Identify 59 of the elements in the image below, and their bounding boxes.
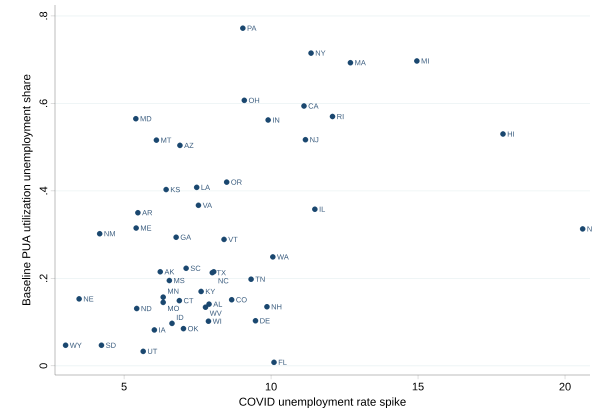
point bbox=[221, 236, 227, 242]
point bbox=[152, 327, 158, 333]
point bbox=[202, 304, 208, 310]
y-tick-label: .6 bbox=[39, 99, 48, 107]
point bbox=[166, 278, 172, 284]
point bbox=[240, 25, 246, 31]
point bbox=[264, 304, 270, 310]
point bbox=[133, 116, 139, 122]
point bbox=[312, 206, 318, 212]
point bbox=[160, 300, 166, 306]
point bbox=[140, 348, 146, 354]
point bbox=[330, 114, 336, 120]
point bbox=[135, 210, 141, 216]
point bbox=[98, 342, 104, 348]
point bbox=[173, 234, 179, 240]
point bbox=[157, 268, 164, 275]
point bbox=[228, 296, 234, 303]
point bbox=[163, 186, 169, 192]
point bbox=[206, 318, 212, 324]
point bbox=[177, 142, 183, 148]
point bbox=[580, 226, 586, 232]
point bbox=[302, 136, 308, 142]
point bbox=[248, 276, 254, 282]
point bbox=[180, 326, 186, 332]
point bbox=[62, 342, 68, 348]
x-tick-label: 5 bbox=[121, 382, 127, 390]
point bbox=[76, 296, 82, 302]
point bbox=[196, 202, 202, 208]
point bbox=[160, 294, 166, 300]
point bbox=[271, 360, 277, 366]
point bbox=[265, 117, 271, 123]
point bbox=[134, 306, 140, 312]
point bbox=[198, 288, 204, 294]
point bbox=[308, 50, 314, 56]
point bbox=[224, 179, 230, 185]
y-tick-label: 0 bbox=[39, 363, 48, 368]
y-axis-title: Baseline PUA utilization unemployment share bbox=[22, 74, 33, 305]
x-tick-label: 15 bbox=[412, 382, 424, 390]
point bbox=[183, 265, 189, 272]
point bbox=[96, 230, 102, 237]
x-axis-title: COVID unemployment rate spike bbox=[239, 397, 406, 408]
x-tick-label: 10 bbox=[266, 382, 277, 391]
y-tick-label: .4 bbox=[40, 186, 48, 194]
point bbox=[242, 98, 248, 104]
y-tick-label: .2 bbox=[40, 274, 48, 282]
point bbox=[206, 301, 212, 307]
point bbox=[154, 137, 160, 143]
point bbox=[176, 298, 182, 304]
point bbox=[301, 103, 307, 109]
point bbox=[169, 320, 175, 326]
point bbox=[133, 225, 139, 231]
point bbox=[500, 131, 506, 137]
point bbox=[194, 184, 200, 190]
point bbox=[414, 58, 420, 64]
point bbox=[270, 254, 276, 260]
point bbox=[252, 318, 258, 324]
point bbox=[348, 60, 354, 66]
x-tick-label: 20 bbox=[559, 382, 571, 391]
y-tick-label: .8 bbox=[39, 12, 48, 20]
